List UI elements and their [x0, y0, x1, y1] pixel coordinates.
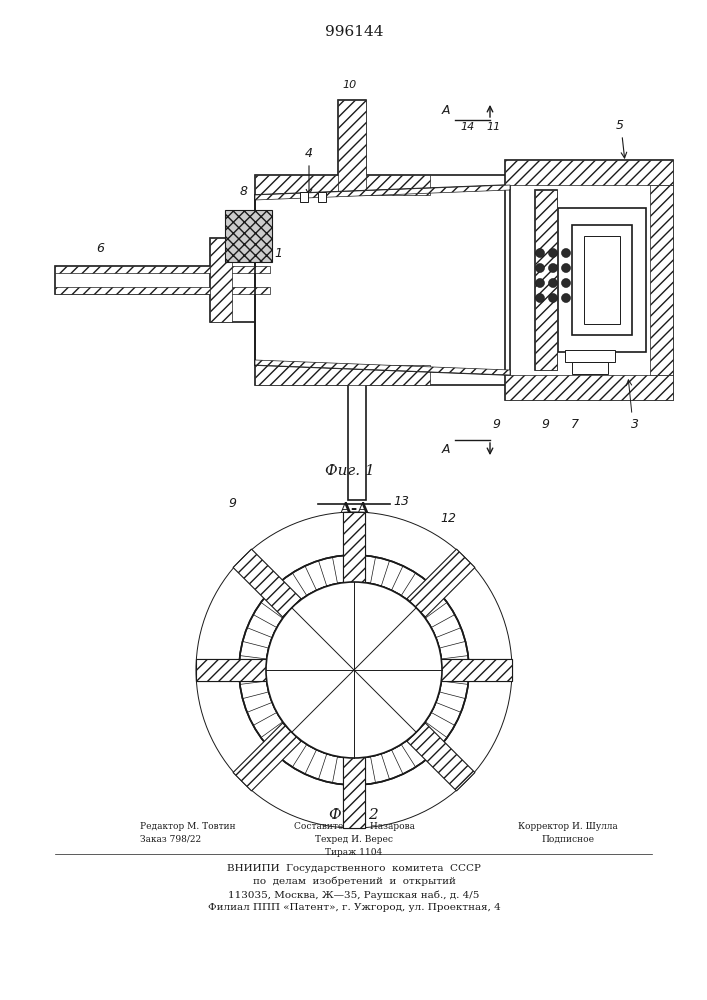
Bar — [348, 380, 366, 500]
Text: Подписное: Подписное — [542, 835, 595, 844]
Circle shape — [535, 248, 544, 257]
Polygon shape — [196, 659, 512, 681]
Polygon shape — [343, 512, 365, 828]
Bar — [210, 238, 258, 322]
Bar — [535, 190, 557, 370]
Bar — [584, 236, 620, 324]
Polygon shape — [505, 160, 673, 185]
Circle shape — [561, 278, 571, 288]
Polygon shape — [343, 512, 365, 828]
Circle shape — [266, 582, 442, 758]
Circle shape — [535, 294, 544, 302]
Text: 11: 11 — [487, 122, 501, 132]
Polygon shape — [233, 723, 301, 791]
Text: 2: 2 — [349, 515, 357, 528]
Polygon shape — [255, 365, 430, 385]
Text: Корректор И. Шулла: Корректор И. Шулла — [518, 822, 618, 831]
Text: 13: 13 — [393, 495, 409, 508]
Bar — [318, 192, 326, 202]
Polygon shape — [505, 375, 673, 400]
Text: 9: 9 — [492, 418, 500, 431]
Polygon shape — [196, 659, 512, 681]
Circle shape — [561, 248, 571, 257]
Polygon shape — [338, 100, 366, 195]
Polygon shape — [233, 549, 301, 617]
Circle shape — [266, 582, 442, 758]
Polygon shape — [255, 175, 430, 195]
Text: 6: 6 — [96, 242, 104, 255]
Text: A: A — [441, 104, 450, 117]
Polygon shape — [210, 238, 232, 322]
Text: 8: 8 — [240, 185, 248, 198]
Text: 10: 10 — [343, 80, 357, 90]
Polygon shape — [225, 210, 272, 262]
Text: Фиг. 2: Фиг. 2 — [329, 808, 379, 822]
Bar — [55, 266, 270, 294]
Text: 1: 1 — [274, 247, 282, 260]
Bar — [572, 225, 632, 335]
Text: 996144: 996144 — [325, 25, 383, 39]
Polygon shape — [55, 266, 270, 273]
Circle shape — [549, 248, 558, 257]
Polygon shape — [255, 185, 510, 200]
Text: Составитель Л. Назарова: Составитель Л. Назарова — [293, 822, 414, 831]
Text: 5: 5 — [616, 119, 624, 132]
Circle shape — [549, 278, 558, 288]
Bar — [565, 350, 615, 362]
Text: Тираж 1104: Тираж 1104 — [325, 848, 382, 857]
Bar — [300, 192, 308, 202]
Bar — [572, 362, 608, 374]
Polygon shape — [55, 287, 270, 294]
Polygon shape — [535, 190, 557, 370]
Circle shape — [535, 278, 544, 288]
Text: 9: 9 — [228, 497, 236, 510]
Circle shape — [549, 294, 558, 302]
Polygon shape — [255, 360, 510, 375]
Text: 113035, Москва, Ж—35, Раушская наб., д. 4/5: 113035, Москва, Ж—35, Раушская наб., д. … — [228, 890, 479, 900]
Text: 12: 12 — [440, 512, 456, 525]
Circle shape — [549, 263, 558, 272]
Circle shape — [561, 294, 571, 302]
Polygon shape — [650, 185, 673, 375]
Text: Техред И. Верес: Техред И. Верес — [315, 835, 393, 844]
Text: 4: 4 — [305, 147, 313, 160]
Circle shape — [266, 582, 442, 758]
Text: Редактор М. Товтин: Редактор М. Товтин — [140, 822, 235, 831]
Text: ВНИИПИ  Государственного  комитета  СССР: ВНИИПИ Государственного комитета СССР — [227, 864, 481, 873]
Circle shape — [239, 555, 469, 785]
Polygon shape — [407, 723, 475, 791]
Bar — [558, 208, 646, 352]
Circle shape — [561, 263, 571, 272]
Text: Заказ 798/22: Заказ 798/22 — [140, 835, 201, 844]
Bar — [505, 160, 673, 400]
Bar — [255, 175, 515, 385]
Polygon shape — [407, 549, 475, 617]
Text: 7: 7 — [571, 418, 579, 431]
Text: Филиал ППП «Патент», г. Ужгород, ул. Проектная, 4: Филиал ППП «Патент», г. Ужгород, ул. Про… — [208, 903, 501, 912]
Bar — [338, 100, 366, 195]
Circle shape — [535, 263, 544, 272]
Text: по  делам  изобретений  и  открытий: по делам изобретений и открытий — [252, 877, 455, 886]
Text: 3: 3 — [631, 418, 639, 431]
Text: A-A: A-A — [339, 502, 369, 516]
Text: A: A — [441, 443, 450, 456]
Text: 14: 14 — [461, 122, 475, 132]
Text: 9: 9 — [541, 418, 549, 431]
Text: Фиг. 1: Фиг. 1 — [325, 464, 375, 478]
